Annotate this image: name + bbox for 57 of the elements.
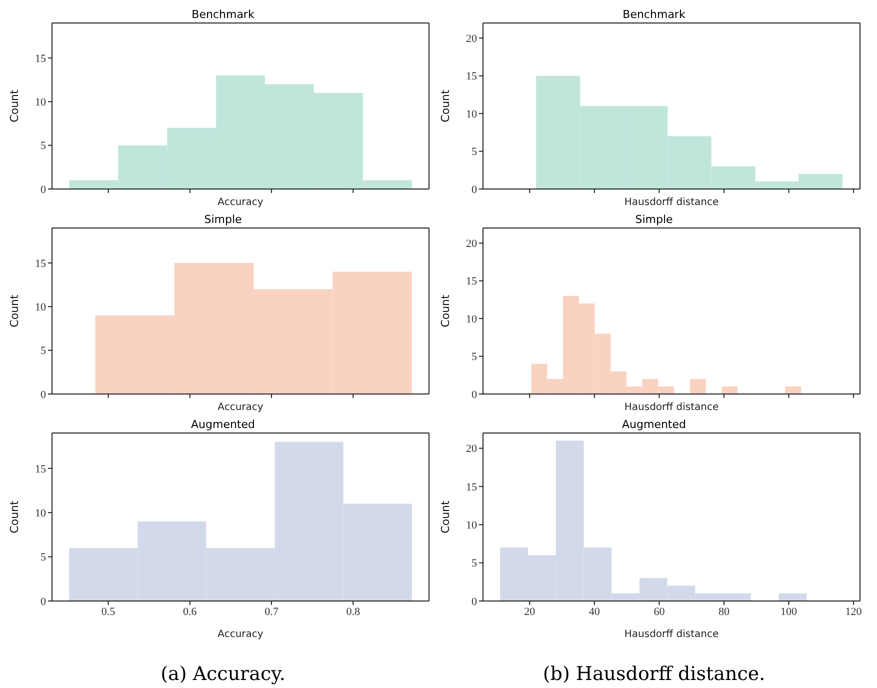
y-tick-label: 10: [466, 313, 478, 326]
x-tick-label: 100: [780, 606, 798, 618]
y-tick-label: 10: [466, 108, 478, 120]
y-tick-label: 0: [40, 596, 46, 608]
y-tick-label: 10: [35, 302, 46, 314]
y-tick-label: 10: [35, 507, 46, 520]
x-tick-label: 0.5: [101, 606, 116, 618]
y-axis-title: Count: [8, 88, 21, 122]
y-tick-label: 15: [466, 70, 478, 83]
x-tick-label: 0.8: [346, 606, 360, 618]
x-axis-title: Accuracy: [218, 629, 264, 640]
y-tick-label: 20: [466, 32, 478, 45]
y-axis-title: Count: [438, 88, 452, 122]
y-axis-title: Count: [438, 500, 452, 534]
y-tick-label: 0: [472, 596, 478, 608]
y-tick-label: 15: [35, 52, 46, 65]
y-axis-title: Count: [438, 294, 452, 328]
y-tick-label: 0: [472, 388, 478, 401]
y-tick-label: 15: [466, 276, 478, 288]
x-axis-title: Hausdorff distance: [624, 402, 719, 413]
y-tick-label: 0: [472, 184, 478, 196]
chart-title: Simple: [203, 213, 243, 227]
text: (b) Hausdorff distance.: [542, 663, 766, 685]
y-tick-label: 5: [40, 140, 46, 152]
y-tick-label: 20: [466, 238, 478, 250]
x-tick-label: 40: [588, 606, 600, 618]
y-tick-label: 0: [40, 184, 46, 196]
y-tick-label: 10: [35, 96, 46, 109]
text: (a) Accuracy.: [160, 663, 286, 685]
y-tick-label: 5: [40, 552, 46, 564]
x-tick-label: 80: [718, 606, 730, 618]
y-tick-label: 15: [35, 463, 46, 476]
y-tick-label: 5: [472, 351, 478, 364]
chart-title: Augmented: [190, 418, 256, 432]
y-tick-label: 5: [472, 558, 478, 570]
x-axis-title: Hausdorff distance: [624, 629, 719, 640]
x-axis-title: Hausdorff distance: [624, 197, 719, 208]
chart-title: Simple: [634, 213, 674, 227]
x-axis-title: Accuracy: [218, 197, 264, 208]
chart-title: Augmented: [621, 418, 687, 432]
x-tick-label: 0.6: [183, 606, 198, 618]
chart-title: Benchmark: [622, 8, 686, 22]
x-tick-label: 120: [845, 606, 862, 618]
chart-title: Benchmark: [190, 8, 256, 22]
y-tick-label: 5: [472, 146, 478, 158]
y-axis-title: Count: [8, 294, 21, 328]
y-tick-label: 0: [40, 388, 46, 401]
y-tick-label: 10: [466, 520, 478, 532]
y-tick-label: 20: [466, 443, 478, 456]
x-tick-label: 20: [524, 606, 536, 618]
y-tick-label: 5: [40, 345, 46, 358]
x-tick-label: 60: [654, 606, 666, 618]
y-tick-label: 15: [466, 481, 478, 494]
x-axis-title: Accuracy: [218, 402, 264, 413]
y-tick-label: 15: [35, 258, 46, 270]
x-tick-label: 0.7: [264, 606, 279, 618]
y-axis-title: Count: [8, 500, 21, 534]
